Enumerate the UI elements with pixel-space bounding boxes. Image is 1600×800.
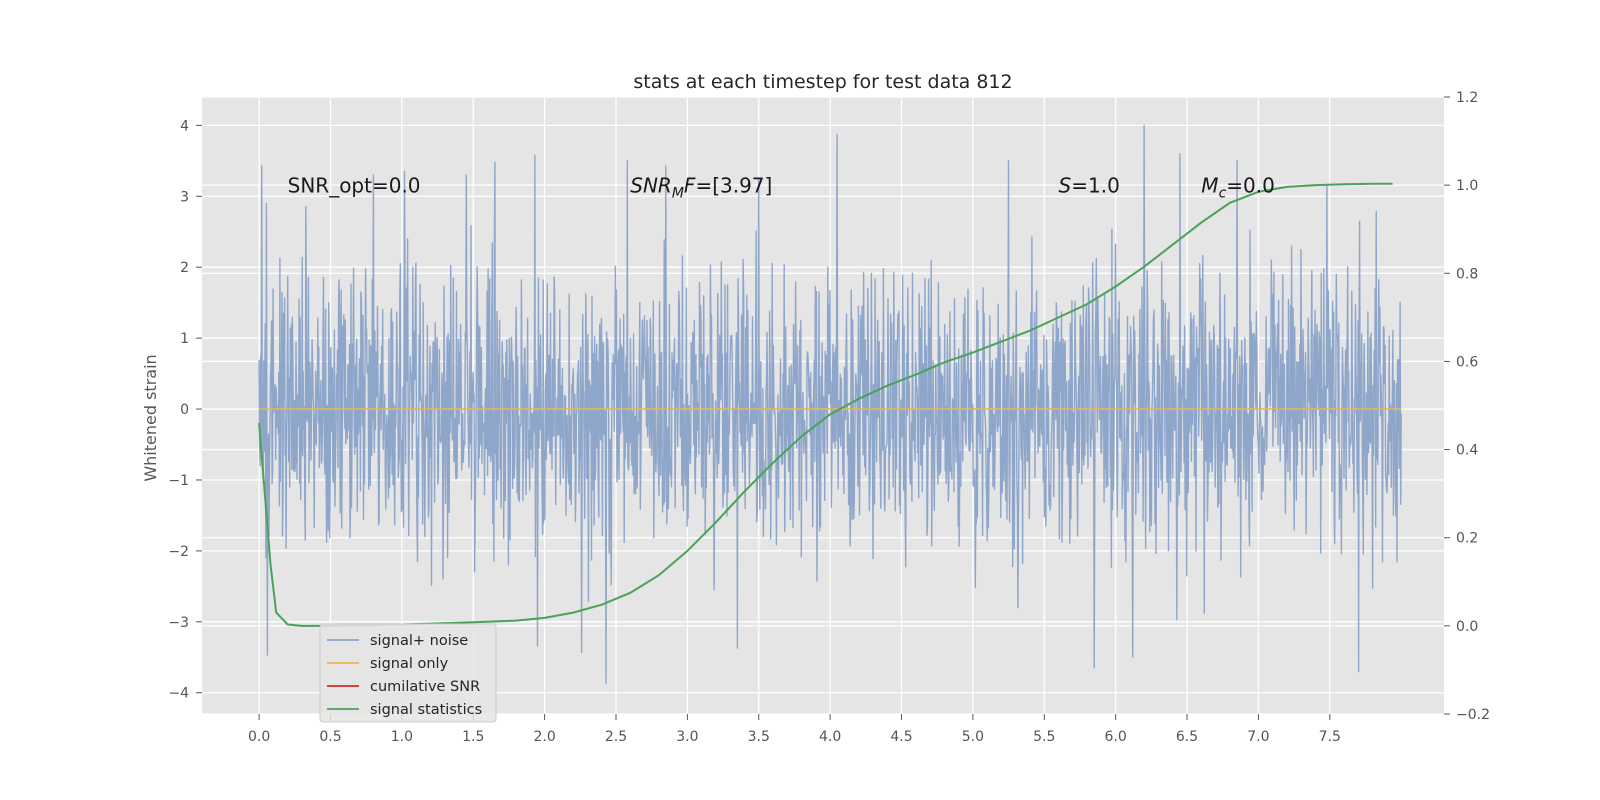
right-y-axis: −0.2 0.0 0.2 0.4 0.6 0.8 1.0 1.2	[1444, 90, 1490, 723]
annotations: SNR_opt=0.0 SNRMF=[3.97] S=1.0 Mc=0.0	[288, 174, 1275, 202]
legend-box	[319, 623, 497, 723]
x-tick-label: 2.0	[533, 729, 555, 745]
y-tick-label: −3	[168, 615, 189, 631]
y2-tick-label: 0.0	[1456, 619, 1478, 635]
y2-tick-label: 1.2	[1456, 90, 1478, 106]
legend: signal+ noise signal only cumilative SNR si…	[319, 623, 497, 723]
annotation-text: SNRMF=[3.97]	[630, 174, 772, 202]
x-tick-label: 7.0	[1247, 729, 1269, 745]
signal-noise-line	[258, 124, 1402, 685]
chart-title: stats at each timestep for test data 812	[633, 71, 1012, 93]
legend-entry-label: signal statistics	[370, 702, 482, 718]
y-axis-label: Whitened strain	[141, 354, 160, 481]
x-tick-label: 4.5	[890, 729, 912, 745]
x-tick-label: 0.5	[319, 729, 341, 745]
legend-entry-label: signal+ noise	[370, 633, 468, 649]
x-tick-label: 6.5	[1176, 729, 1198, 745]
y-tick-label: 0	[180, 402, 189, 418]
x-tick-label: 4.0	[819, 729, 841, 745]
y-tick-label: −2	[168, 544, 189, 560]
annotation-text: Mc=0.0	[1201, 174, 1275, 202]
x-tick-label: 6.0	[1105, 729, 1127, 745]
x-axis: 0.0 0.5 1.0 1.5 2.0 2.5 3.0 3.5 4.0 4.5 5.0 5.5 6.0 6…	[248, 714, 1341, 745]
y2-tick-label: 0.6	[1456, 354, 1478, 370]
x-tick-label: 3.0	[676, 729, 698, 745]
y-tick-label: −4	[168, 686, 189, 702]
x-tick-label: 7.5	[1319, 729, 1341, 745]
x-tick-label: 1.5	[462, 729, 484, 745]
y-tick-label: 3	[180, 189, 189, 205]
y-tick-label: 1	[180, 331, 189, 347]
y-tick-label: −1	[168, 473, 189, 489]
x-tick-label: 1.0	[391, 729, 413, 745]
y2-tick-label: 0.2	[1456, 531, 1478, 547]
signal-noise-series	[258, 124, 1402, 685]
y-tick-label: 4	[180, 118, 189, 134]
y2-tick-label: 1.0	[1456, 178, 1478, 194]
x-tick-label: 2.5	[605, 729, 627, 745]
left-y-axis: −4 −3 −2 −1 0 1 2 3 4	[168, 118, 202, 702]
legend-entry-label: cumilative SNR	[370, 679, 480, 695]
x-tick-label: 0.0	[248, 729, 270, 745]
x-tick-label: 5.0	[962, 729, 984, 745]
y2-tick-label: 0.4	[1456, 443, 1478, 459]
x-tick-label: 3.5	[748, 729, 770, 745]
annotation-text: SNR_opt=0.0	[288, 174, 421, 198]
legend-entry-label: signal only	[370, 656, 449, 672]
y2-tick-label: 0.8	[1456, 266, 1478, 282]
x-tick-label: 5.5	[1033, 729, 1055, 745]
annotation-text: S=1.0	[1059, 174, 1120, 198]
y2-tick-label: −0.2	[1456, 707, 1490, 723]
y-tick-label: 2	[180, 260, 189, 276]
